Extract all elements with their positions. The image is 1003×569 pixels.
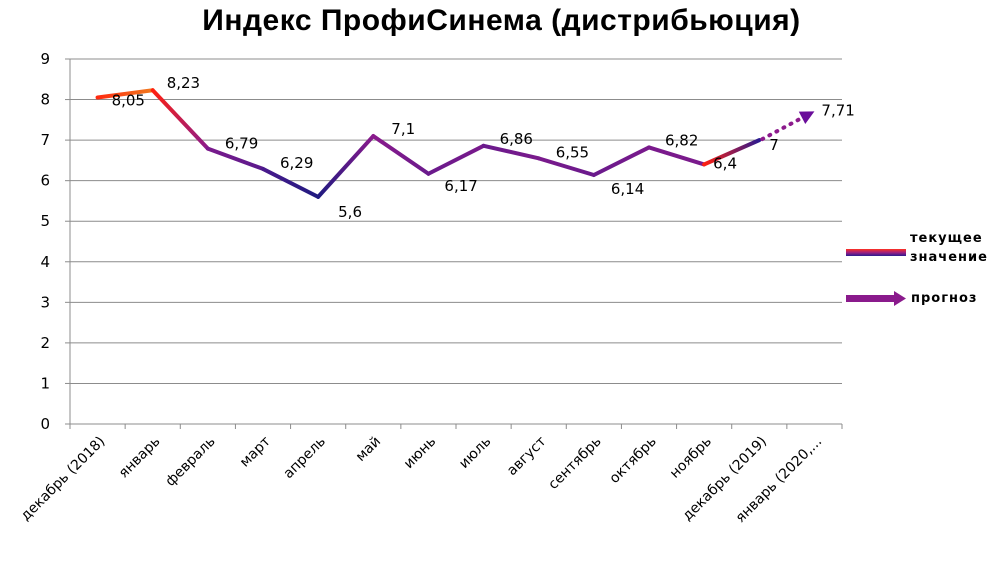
legend-current-line1: текущее [910,231,983,246]
y-tick-label: 1 [40,374,50,392]
data-label: 6,17 [444,177,477,195]
data-label: 5,6 [338,203,362,221]
y-tick-label: 8 [40,91,50,109]
data-series [95,88,815,199]
current-value-segment [316,134,376,199]
data-label: 6,79 [225,135,258,153]
current-value-segment [261,166,321,199]
y-tick-label: 2 [40,334,50,352]
x-tick-label: март [237,434,274,471]
forecast-arrow-head-icon [798,111,815,125]
data-label: 6,29 [280,154,313,172]
data-label: 8,05 [112,92,145,110]
chart-title: Индекс ПрофиСинема (дистрибьюция) [202,4,801,37]
data-label: 6,4 [713,154,737,172]
data-label: 6,14 [611,180,644,198]
legend-current-swatch [846,249,906,256]
current-value-segment [150,88,210,151]
current-value-segment [647,145,707,167]
forecast-line [760,113,808,142]
y-tick-label: 5 [40,212,50,230]
y-tick-label: 3 [40,293,50,311]
legend-forecast-label: прогноз [911,291,978,306]
forecast-data-label: 7,71 [821,101,854,119]
data-label: 6,86 [500,130,533,148]
axes [65,58,843,429]
current-value-segment [702,138,762,167]
current-value-segment [591,145,651,177]
x-tick-label: октябрь [607,434,660,487]
x-tick-label: август [504,434,549,479]
x-tick-label: декабрь (2018) [18,434,109,525]
data-label: 8,23 [167,74,200,92]
y-tick-label: 7 [40,131,50,149]
y-tick-label: 9 [40,50,50,68]
y-tick-label: 6 [40,172,50,190]
x-tick-label: январь [116,434,164,482]
current-value-segment [205,146,265,171]
current-value-segment [536,156,596,177]
legend-current-line2: значение [910,250,988,265]
current-value-segment [371,134,431,176]
y-tick-label: 4 [40,253,50,271]
current-value-segment [481,143,541,161]
x-tick-label: май [353,434,384,465]
data-label: 6,55 [556,143,589,161]
x-tick-label: апрель [281,434,329,482]
y-axis-ticks: 0 1 2 3 4 5 6 7 8 9 [40,50,50,433]
x-tick-label: февраль [162,434,218,490]
data-label: 6,82 [665,131,698,149]
current-value-segment [426,143,486,176]
current-value-segment [95,88,155,100]
gridlines [70,58,842,384]
data-label: 7,1 [391,120,415,138]
x-tick-label: июль [456,434,494,472]
legend [846,249,906,306]
legend-forecast-arrow-shaft [846,295,894,302]
x-tick-label: июнь [401,434,439,472]
arrow-right-icon [894,291,906,306]
legend-current-label: текущее значение [910,229,988,267]
data-labels: 8,05 8,23 6,79 6,29 5,6 7,1 6,17 6,86 6,55 6,14 6,… [112,74,855,221]
x-tick-label: ноябрь [667,434,715,482]
data-label: 7 [769,136,779,154]
x-tick-label: сентябрь [545,434,604,493]
y-tick-label: 0 [40,415,50,433]
